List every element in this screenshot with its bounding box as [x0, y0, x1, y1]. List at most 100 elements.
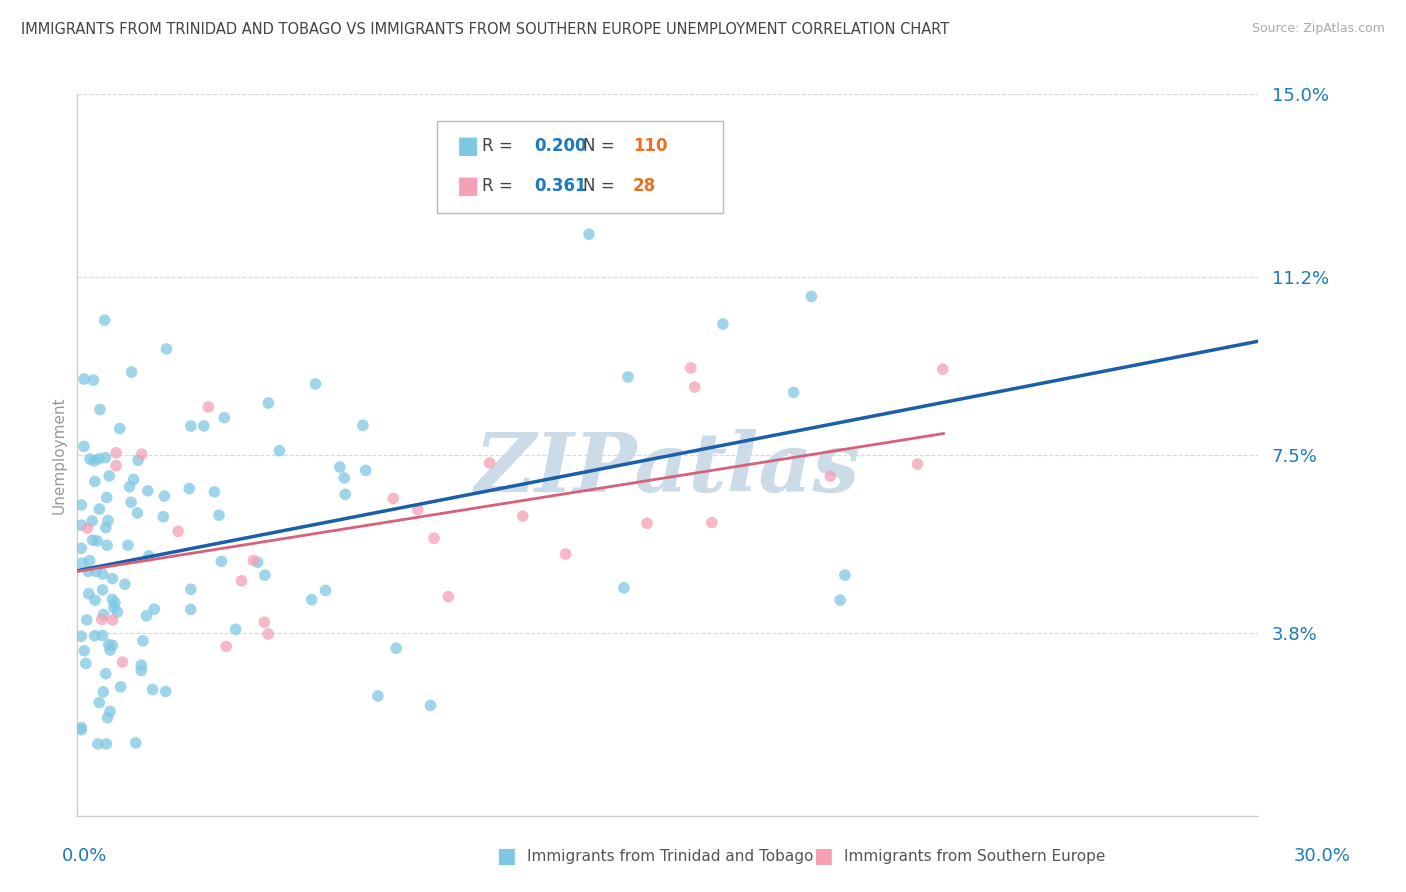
Point [269, 443, 291, 458]
Point [907, 457, 929, 471]
Point [107, 605, 129, 619]
Point [683, 380, 706, 394]
Point [82, 373, 104, 387]
Point [209, 554, 232, 568]
Point [246, 555, 269, 569]
Point [98, 643, 121, 657]
Point [90, 613, 112, 627]
Point [91, 628, 114, 642]
Text: ■: ■ [457, 135, 479, 158]
Text: Source: ZipAtlas.com: Source: ZipAtlas.com [1251, 22, 1385, 36]
Point [98, 705, 121, 719]
Point [70, 518, 93, 533]
Point [89, 696, 111, 710]
Point [932, 362, 955, 376]
Point [82, 533, 104, 548]
Point [105, 458, 128, 473]
Point [202, 484, 225, 499]
Text: N =: N = [583, 177, 614, 194]
Point [834, 568, 856, 582]
Point [101, 613, 124, 627]
Point [367, 689, 389, 703]
Point [314, 583, 336, 598]
Point [84, 593, 107, 607]
Point [143, 602, 166, 616]
Point [97, 514, 120, 528]
Point [127, 506, 149, 520]
Point [96, 737, 118, 751]
Point [385, 641, 408, 656]
Point [94, 521, 117, 535]
Text: 0.361: 0.361 [534, 177, 586, 194]
Point [231, 574, 253, 588]
Point [84, 564, 107, 578]
Point [132, 634, 155, 648]
Point [782, 385, 804, 400]
Point [120, 495, 142, 509]
Y-axis label: Unemployment: Unemployment [51, 396, 66, 514]
Point [101, 592, 124, 607]
Point [329, 460, 352, 475]
Point [152, 509, 174, 524]
Point [73, 644, 96, 658]
Point [253, 568, 276, 582]
Point [96, 491, 118, 505]
Point [101, 638, 124, 652]
Point [87, 737, 110, 751]
Text: N =: N = [583, 137, 614, 155]
Point [129, 664, 152, 678]
Point [77, 587, 100, 601]
Point [225, 623, 247, 637]
Point [419, 698, 441, 713]
Point [242, 553, 264, 567]
Point [208, 508, 231, 522]
Text: ■: ■ [813, 847, 832, 866]
Text: Immigrants from Trinidad and Tobago: Immigrants from Trinidad and Tobago [527, 849, 814, 863]
Point [70, 629, 93, 643]
Point [83, 475, 105, 489]
Text: R =: R = [482, 177, 513, 194]
Point [96, 538, 118, 552]
Point [257, 396, 280, 410]
Point [83, 629, 105, 643]
Point [121, 365, 143, 379]
Point [138, 549, 160, 563]
Text: 30.0%: 30.0% [1294, 847, 1350, 865]
Point [820, 469, 842, 483]
Point [77, 565, 100, 579]
Point [73, 372, 96, 386]
Point [94, 450, 117, 465]
Point [141, 682, 163, 697]
Point [193, 419, 215, 434]
Point [512, 509, 534, 524]
Point [554, 547, 576, 561]
Point [406, 502, 429, 516]
Point [97, 638, 120, 652]
Point [122, 472, 145, 486]
Point [382, 491, 405, 506]
Point [79, 554, 101, 568]
Text: 110: 110 [633, 137, 668, 155]
Point [253, 615, 276, 630]
Point [103, 600, 125, 615]
Point [437, 590, 460, 604]
Point [70, 541, 93, 556]
Point [73, 439, 96, 453]
Point [91, 567, 114, 582]
Point [478, 456, 501, 470]
Point [333, 487, 356, 501]
Point [111, 655, 134, 669]
Point [82, 514, 104, 528]
Point [76, 613, 98, 627]
Text: Immigrants from Southern Europe: Immigrants from Southern Europe [844, 849, 1105, 863]
Point [70, 498, 93, 512]
Point [423, 531, 446, 545]
Point [197, 400, 219, 414]
Point [94, 666, 117, 681]
Text: ■: ■ [457, 174, 479, 197]
Point [91, 582, 114, 597]
Point [86, 533, 108, 548]
Point [578, 227, 600, 242]
Point [613, 581, 636, 595]
Point [79, 452, 101, 467]
